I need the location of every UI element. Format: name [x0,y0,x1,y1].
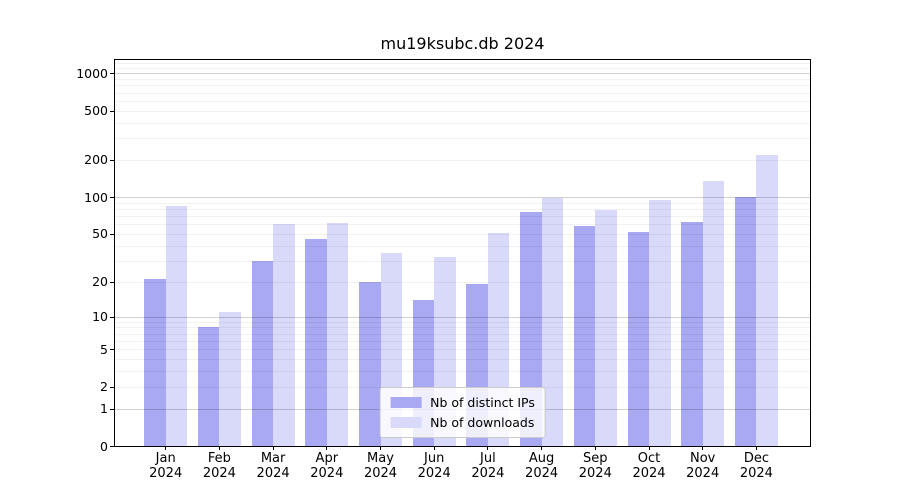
x-tick-month: Jan [155,451,176,466]
x-tick-mark-may [380,446,381,450]
y-tick-mark-5 [110,349,114,351]
y-tick-label-100: 100 [84,189,108,205]
legend-item-distinct-ips: Nb of distinct IPs [390,395,535,410]
x-tick-label-aug: Aug 2024 [510,451,574,481]
x-tick-mark-nov [702,446,704,450]
x-tick-mark-oct [648,446,650,450]
x-tick-year: 2024 [578,465,612,481]
legend-swatch-distinct-ips [390,397,422,408]
plot-area: Nb of distinct IPs Nb of downloads [114,59,811,447]
x-tick-month: Nov [690,451,716,466]
x-tick-year: 2024 [417,465,451,481]
x-tick-year: 2024 [686,465,720,481]
bar-nb-of-distinct-ips-mar [251,260,274,446]
chart-title: mu19ksubc.db 2024 [380,34,545,53]
y-tick-mark-10 [110,316,114,318]
bar-nb-of-distinct-ips-oct [627,231,649,446]
y-tick-label-1000: 1000 [76,65,108,81]
y-tick-mark-50 [110,233,114,235]
y-tick-label-1: 1 [100,401,108,417]
y-tick-label-10: 10 [92,309,108,325]
x-tick-mark-sep [594,446,596,450]
bar-nb-of-downloads-feb [219,311,241,446]
x-tick-mark-aug [541,446,543,450]
bar-nb-of-distinct-ips-jan [144,279,166,446]
y-tick-label-0: 0 [100,438,108,454]
bar-nb-of-distinct-ips-may [359,281,381,446]
x-tick-month: Jun [424,451,445,466]
x-tick-month: Dec [743,451,769,466]
y-tick-mark-200 [110,159,114,161]
x-tick-month: Mar [260,451,286,466]
x-tick-year: 2024 [202,465,236,481]
bar-nb-of-distinct-ips-nov [681,221,703,446]
x-tick-year: 2024 [256,465,290,481]
x-tick-label-may: May 2024 [349,451,413,481]
bar-nb-of-downloads-mar [273,224,295,446]
x-tick-mark-jun [433,446,435,450]
x-tick-label-dec: Dec 2024 [724,451,788,481]
bar-nb-of-downloads-jan [165,206,188,446]
y-tick-mark-100 [110,197,114,199]
x-tick-label-sep: Sep 2024 [563,451,627,481]
x-tick-mark-feb [218,446,220,450]
x-tick-mark-dec [755,446,757,450]
legend: Nb of distinct IPs Nb of downloads [379,387,546,438]
y-tick-mark-500 [110,110,114,112]
bar-nb-of-downloads-sep [595,210,617,446]
y-tick-mark-20 [110,281,114,283]
x-tick-label-feb: Feb 2024 [187,451,251,481]
x-tick-mark-jul [487,446,489,450]
x-tick-month: Apr [315,451,339,466]
bar-nb-of-distinct-ips-sep [573,226,596,446]
x-tick-year: 2024 [310,465,344,481]
y-tick-mark-2 [110,386,114,388]
x-tick-label-jun: Jun 2024 [402,451,466,481]
legend-label-distinct-ips: Nb of distinct IPs [430,395,535,410]
x-tick-year: 2024 [149,465,183,481]
y-tick-label-50: 50 [92,226,108,242]
x-tick-mark-apr [326,446,328,450]
y-tick-mark-1000 [110,73,114,75]
y-tick-mark-1 [110,408,114,410]
legend-label-downloads: Nb of downloads [430,415,535,430]
y-tick-label-200: 200 [84,152,108,168]
y-tick-label-500: 500 [84,103,108,119]
bar-nb-of-distinct-ips-feb [197,327,220,446]
legend-swatch-downloads [390,417,422,428]
x-tick-label-oct: Oct 2024 [617,451,681,481]
x-tick-month: Sep [583,451,608,466]
x-tick-month: May [367,451,394,466]
x-tick-year: 2024 [471,465,505,481]
bar-nb-of-downloads-aug [541,198,564,446]
y-tick-label-2: 2 [100,379,108,395]
x-tick-mark-jan [165,446,167,450]
legend-item-downloads: Nb of downloads [390,415,535,430]
bar-nb-of-downloads-apr [326,223,349,446]
y-tick-label-5: 5 [100,341,108,357]
bar-nb-of-distinct-ips-apr [305,239,327,446]
x-tick-label-jul: Jul 2024 [456,451,520,481]
x-tick-mark-mar [272,446,274,450]
x-tick-month: Feb [207,451,231,466]
bar-nb-of-downloads-nov [702,181,725,446]
x-tick-label-mar: Mar 2024 [241,451,305,481]
x-tick-month: Oct [637,451,661,466]
bar-nb-of-downloads-dec [756,154,778,446]
y-tick-mark-0 [110,446,114,447]
bar-nb-of-downloads-oct [649,200,671,446]
x-tick-label-jan: Jan 2024 [134,451,198,481]
x-tick-label-nov: Nov 2024 [671,451,735,481]
y-tick-label-20: 20 [92,274,108,290]
x-tick-year: 2024 [363,465,398,481]
x-tick-label-apr: Apr 2024 [295,451,359,481]
x-tick-month: Jul [480,451,496,466]
x-tick-year: 2024 [632,465,666,481]
x-tick-year: 2024 [525,465,559,481]
bar-nb-of-distinct-ips-dec [734,196,757,446]
x-tick-year: 2024 [739,465,773,481]
x-tick-month: Aug [528,451,555,466]
